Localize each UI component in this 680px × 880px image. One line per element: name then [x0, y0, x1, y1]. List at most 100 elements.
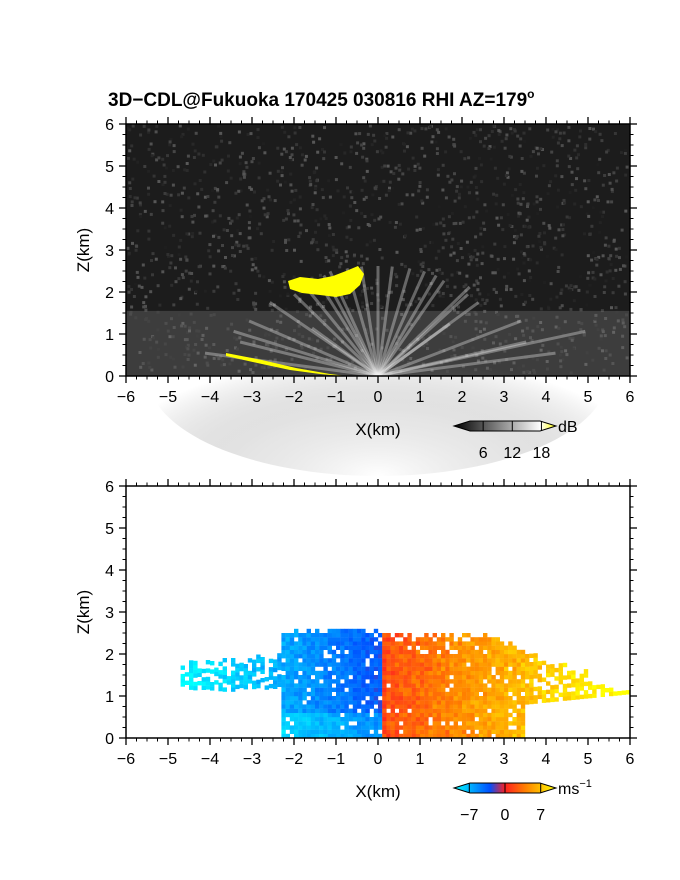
noise-pixel — [425, 195, 429, 199]
noise-pixel — [447, 135, 451, 139]
velocity-pixel — [243, 685, 248, 690]
velocity-pixel — [268, 658, 274, 664]
noise-pixel — [297, 235, 301, 238]
velocity-pixel — [449, 633, 454, 638]
velocity-pixel — [462, 687, 467, 692]
noise-pixel — [612, 330, 616, 334]
velocity-pixel — [457, 637, 463, 642]
noise-pixel — [239, 177, 243, 181]
velocity-pixel — [520, 700, 526, 705]
velocity-pixel — [520, 649, 526, 655]
velocity-pixel — [516, 725, 521, 730]
velocity-pixel — [504, 704, 509, 709]
velocity-pixel — [373, 687, 379, 692]
velocity-pixel — [348, 712, 353, 718]
noise-pixel — [238, 162, 242, 166]
velocity-pixel — [403, 666, 408, 671]
velocity-pixel — [445, 691, 450, 697]
noise-pixel — [194, 131, 198, 135]
noise-pixel — [539, 246, 543, 249]
noise-pixel — [551, 135, 555, 139]
noise-pixel — [363, 179, 367, 183]
noise-pixel — [161, 183, 165, 187]
noise-pixel — [417, 260, 421, 264]
noise-pixel — [368, 124, 372, 128]
noise-pixel — [147, 192, 151, 196]
velocity-pixel — [466, 645, 471, 650]
velocity-pixel — [516, 733, 521, 739]
noise-pixel — [152, 174, 156, 178]
noise-pixel — [187, 196, 191, 200]
noise-pixel — [518, 212, 522, 216]
noise-pixel — [590, 258, 594, 262]
velocity-pixel — [369, 725, 374, 730]
velocity-pixel — [298, 700, 303, 705]
velocity-pixel — [474, 679, 479, 684]
velocity-pixel — [436, 645, 442, 650]
velocity-pixel — [298, 679, 303, 684]
velocity-pixel — [441, 729, 446, 734]
noise-pixel — [507, 167, 511, 171]
velocity-pixel — [537, 686, 542, 691]
noise-pixel — [151, 273, 154, 277]
velocity-pixel — [441, 708, 446, 713]
velocity-pixel — [495, 733, 500, 739]
velocity-pixel — [344, 670, 349, 676]
noise-pixel — [503, 245, 507, 249]
velocity-pixel — [285, 683, 290, 688]
velocity-pixel — [441, 645, 446, 650]
velocity-pixel — [294, 645, 299, 650]
noise-pixel — [300, 153, 304, 157]
noise-pixel — [573, 285, 577, 289]
noise-pixel — [617, 284, 621, 288]
velocity-pixel — [415, 649, 421, 655]
velocity-pixel — [499, 700, 505, 705]
velocity-pixel — [420, 637, 425, 642]
velocity-pixel — [483, 704, 488, 709]
noise-pixel — [536, 212, 540, 216]
noise-pixel — [214, 145, 218, 149]
velocity-pixel — [214, 667, 219, 672]
velocity-pixel — [478, 683, 484, 688]
velocity-pixel — [457, 704, 463, 709]
velocity-pixel — [231, 662, 236, 667]
velocity-pixel — [474, 675, 479, 680]
noise-pixel — [543, 231, 546, 235]
velocity-pixel — [457, 645, 463, 650]
noise-pixel — [234, 282, 238, 286]
noise-pixel — [392, 172, 396, 175]
velocity-pixel — [491, 641, 496, 646]
velocity-pixel — [436, 700, 442, 705]
noise-pixel — [513, 129, 517, 133]
velocity-pixel — [462, 696, 467, 701]
velocity-pixel — [449, 687, 454, 692]
velocity-pixel — [340, 675, 345, 680]
velocity-pixel — [310, 670, 316, 676]
velocity-pixel — [512, 687, 517, 692]
velocity-pixel — [298, 725, 303, 730]
velocity-pixel — [415, 721, 421, 726]
velocity-pixel — [336, 691, 341, 697]
velocity-pixel — [407, 683, 412, 688]
velocity-pixel — [336, 679, 341, 684]
velocity-pixel — [504, 670, 509, 676]
noise-pixel — [504, 174, 508, 177]
noise-pixel — [605, 150, 609, 154]
x-tick-label: 1 — [416, 751, 425, 768]
noise-pixel — [529, 154, 533, 158]
velocity-pixel — [491, 654, 496, 659]
noise-pixel — [476, 197, 480, 201]
velocity-pixel — [277, 678, 282, 683]
velocity-pixel — [470, 733, 475, 739]
velocity-pixel — [310, 687, 316, 692]
noise-pixel — [490, 254, 494, 258]
velocity-pixel — [424, 729, 429, 734]
velocity-pixel — [441, 637, 446, 642]
noise-pixel — [421, 226, 425, 230]
noise-pixel — [231, 254, 234, 257]
velocity-pixel — [407, 729, 412, 734]
velocity-pixel — [327, 729, 332, 734]
velocity-pixel — [487, 712, 492, 718]
boundary-layer-band — [126, 310, 630, 376]
velocity-pixel — [449, 712, 454, 718]
